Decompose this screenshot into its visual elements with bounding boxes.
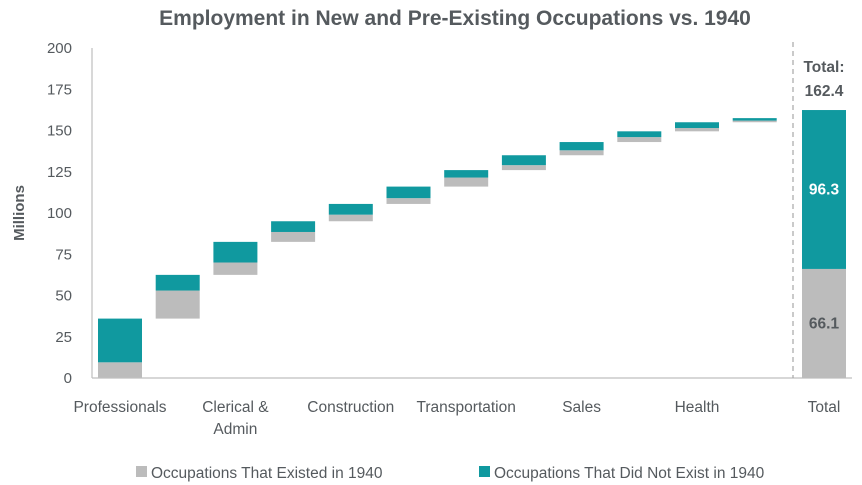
y-tick-label: 200 xyxy=(47,40,72,57)
bar-new xyxy=(732,118,777,121)
y-tick-label: 125 xyxy=(47,164,72,181)
bar-new xyxy=(675,122,719,129)
x-tick-label-line: Professionals xyxy=(73,399,166,416)
bar-existed xyxy=(732,120,777,123)
x-tick-label-line: Sales xyxy=(562,399,601,416)
y-tick-label: 175 xyxy=(47,81,72,98)
y-axis-ticks: 0 25 50 75 100 125 150 175 200 xyxy=(47,40,72,387)
bar-existed xyxy=(155,290,200,319)
bar-new xyxy=(155,274,200,291)
y-tick-label: 0 xyxy=(64,370,72,387)
x-tick-label-line: Construction xyxy=(307,399,394,416)
bar-new xyxy=(271,221,316,232)
bars xyxy=(98,118,777,378)
x-tick-label: Health xyxy=(675,399,720,416)
bar-new xyxy=(617,131,662,138)
bar-new xyxy=(386,186,431,199)
bar-existed xyxy=(501,165,546,171)
x-tick-label-line: Total xyxy=(808,399,841,416)
bar-new xyxy=(559,142,604,151)
bar-existed xyxy=(617,137,662,143)
bar-existed xyxy=(675,128,719,132)
bar-new xyxy=(328,203,373,215)
x-tick-label: Total xyxy=(808,399,841,416)
legend-label-existed: Occupations That Existed in 1940 xyxy=(151,465,383,482)
legend-label-new: Occupations That Did Not Exist in 1940 xyxy=(494,465,765,482)
x-tick-label-line: Health xyxy=(675,399,720,416)
total-bar-existed xyxy=(802,268,846,378)
bar-new xyxy=(444,170,489,178)
bar-existed xyxy=(271,231,316,242)
chart-title: Employment in New and Pre-Existing Occup… xyxy=(159,7,751,30)
total-bar-new xyxy=(802,110,846,269)
y-tick-label: 25 xyxy=(55,329,72,346)
y-tick-label: 100 xyxy=(47,205,72,222)
y-tick-label: 150 xyxy=(47,123,72,140)
legend: Occupations That Existed in 1940 Occupat… xyxy=(136,465,765,482)
y-axis-label: Millions xyxy=(11,185,28,241)
bar-existed xyxy=(386,198,431,204)
bar-new xyxy=(501,155,546,166)
x-tick-label: Construction xyxy=(307,399,394,416)
x-tick-label: Transportation xyxy=(417,399,516,416)
x-tick-label-line: Clerical & xyxy=(202,399,269,416)
y-tick-label: 50 xyxy=(55,288,72,305)
legend-swatch-new xyxy=(479,466,490,477)
bar-existed xyxy=(213,262,258,275)
x-tick-label: Professionals xyxy=(73,399,166,416)
bar-existed xyxy=(444,177,489,187)
bar-existed xyxy=(328,214,373,222)
x-tick-label: Clerical & Admin xyxy=(202,399,269,438)
bar-new xyxy=(98,318,142,363)
x-axis-labels: Professionals Clerical & Admin Construction… xyxy=(73,399,840,438)
total-bar-group: Total: 162.4 96.3 66.1 xyxy=(802,59,846,378)
y-tick-label: 75 xyxy=(55,246,72,263)
bar-new xyxy=(213,241,258,263)
bar-existed xyxy=(559,150,604,156)
x-tick-label-line: Admin xyxy=(213,421,257,438)
bar-existed xyxy=(98,362,142,378)
total-existed-value-label: 66.1 xyxy=(809,315,840,332)
x-tick-label: Sales xyxy=(562,399,601,416)
total-header-label: Total: xyxy=(803,59,844,76)
legend-swatch-existed xyxy=(136,466,147,477)
x-tick-label-line: Transportation xyxy=(417,399,516,416)
total-value-label: 162.4 xyxy=(805,83,844,100)
total-new-value-label: 96.3 xyxy=(809,181,840,198)
